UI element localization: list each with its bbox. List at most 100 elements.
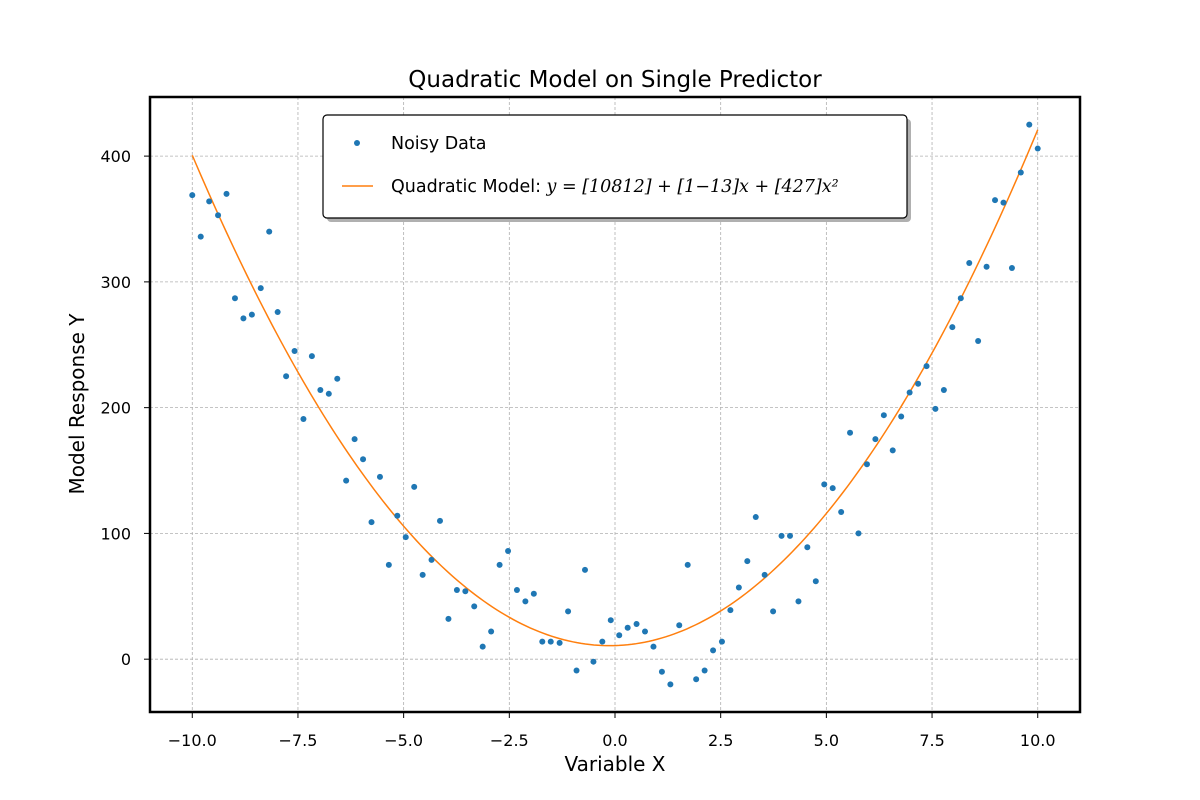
data-point <box>291 348 298 355</box>
data-point <box>872 436 879 443</box>
data-point <box>915 380 922 387</box>
data-point <box>847 429 854 436</box>
data-point <box>248 311 255 318</box>
data-point <box>633 620 640 627</box>
data-point <box>376 473 383 480</box>
data-point <box>488 628 495 635</box>
data-point <box>274 309 281 316</box>
y-axis: 0 100 200 300 400 <box>100 147 150 669</box>
data-point <box>752 514 759 521</box>
data-point <box>394 512 401 519</box>
data-point <box>206 198 213 205</box>
data-point <box>975 337 982 344</box>
legend: Noisy Data Quadratic Model: y = [10812] … <box>322 114 911 222</box>
data-point <box>667 681 674 688</box>
data-point <box>513 587 520 594</box>
data-point <box>718 638 725 645</box>
x-tick-label: 0.0 <box>602 731 627 750</box>
data-point <box>983 263 990 270</box>
x-tick-label: 7.5 <box>919 731 944 750</box>
data-point <box>471 603 478 610</box>
data-point <box>453 587 460 594</box>
data-point <box>283 373 290 380</box>
data-point <box>735 584 742 591</box>
legend-marker-noisy-data <box>354 140 360 146</box>
data-point <box>308 353 315 360</box>
x-tick-label: −7.5 <box>279 731 318 750</box>
data-point <box>770 608 777 615</box>
legend-label-model-prefix: Quadratic Model: <box>391 177 547 197</box>
data-point <box>923 363 930 370</box>
data-point <box>419 571 426 578</box>
data-point <box>539 638 546 645</box>
data-point <box>889 447 896 454</box>
data-point <box>701 667 708 674</box>
data-point <box>1034 145 1041 152</box>
data-point <box>957 295 964 302</box>
data-point <box>650 643 657 650</box>
data-point <box>693 676 700 683</box>
x-tick-label: 5.0 <box>814 731 839 750</box>
x-tick-label: 2.5 <box>708 731 733 750</box>
data-point <box>676 622 683 629</box>
plot-area <box>189 121 1041 688</box>
data-point <box>744 558 751 565</box>
data-point <box>334 375 341 382</box>
data-point <box>300 415 307 422</box>
data-point <box>812 578 819 585</box>
data-point <box>411 483 418 490</box>
data-point <box>778 532 785 539</box>
legend-label-quadratic-model: Quadratic Model: y = [10812] + [1−13]x +… <box>391 177 839 197</box>
data-point <box>838 509 845 516</box>
data-point <box>624 624 631 631</box>
data-point <box>710 647 717 654</box>
data-point <box>231 295 238 302</box>
data-point <box>658 668 665 675</box>
data-point <box>880 412 887 419</box>
model-curve <box>191 129 1039 647</box>
data-point <box>573 667 580 674</box>
data-point <box>496 561 503 568</box>
legend-model-equation: y = [10812] + [1−13]x + [427]x² <box>546 177 839 197</box>
data-point <box>402 534 409 541</box>
data-point <box>804 544 811 551</box>
data-point <box>565 608 572 615</box>
data-point <box>1017 169 1024 176</box>
y-tick-label: 400 <box>100 147 131 166</box>
data-point <box>445 615 452 622</box>
data-point <box>385 561 392 568</box>
data-point <box>642 628 649 635</box>
data-point <box>829 485 836 492</box>
data-point <box>684 561 691 568</box>
data-point <box>787 532 794 539</box>
data-point <box>317 387 324 394</box>
data-point <box>1000 199 1007 206</box>
data-point <box>436 517 443 524</box>
data-point <box>351 436 358 443</box>
x-axis: −10.0 −7.5 −5.0 −2.5 0.0 2.5 5.0 7.5 10.0 <box>168 712 1056 750</box>
data-point <box>462 588 469 595</box>
x-tick-label: −5.0 <box>384 731 423 750</box>
x-tick-label: 10.0 <box>1020 731 1056 750</box>
data-point <box>607 617 614 624</box>
data-point <box>898 413 905 420</box>
data-point <box>906 389 913 396</box>
data-point <box>761 571 768 578</box>
data-point <box>727 607 734 614</box>
data-point <box>522 598 529 605</box>
data-point <box>949 324 956 331</box>
data-point <box>479 643 486 650</box>
data-point <box>863 461 870 468</box>
data-point <box>855 530 862 537</box>
legend-label-noisy-data: Noisy Data <box>391 134 486 154</box>
data-point <box>215 212 222 219</box>
x-axis-label: Variable X <box>564 752 665 776</box>
data-point <box>197 233 204 240</box>
data-point <box>223 190 230 197</box>
data-point <box>505 548 512 555</box>
x-tick-label: −2.5 <box>490 731 529 750</box>
data-point <box>966 260 973 267</box>
data-point <box>932 405 939 412</box>
data-point <box>266 228 273 235</box>
y-tick-label: 200 <box>100 399 131 418</box>
